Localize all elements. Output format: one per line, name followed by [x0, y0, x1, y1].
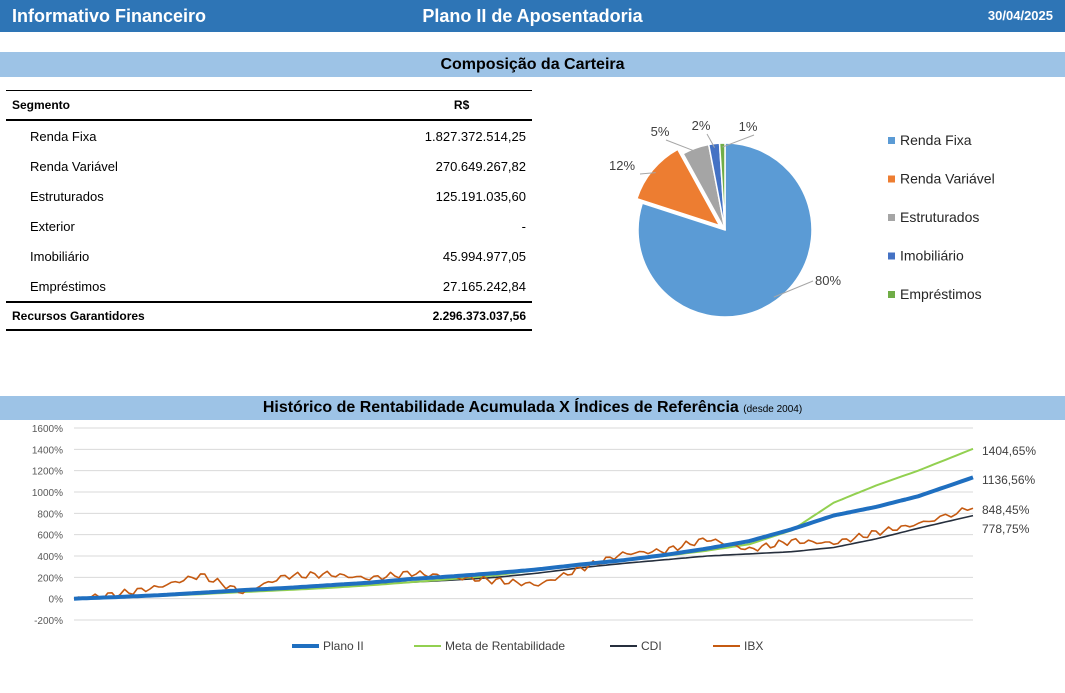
- table-row: Estruturados 125.191.035,60: [6, 181, 532, 211]
- pie-data-label: 5%: [651, 124, 670, 139]
- table-row: Empréstimos 27.165.242,84: [6, 271, 532, 302]
- y-tick-label: 600%: [37, 531, 63, 542]
- pie-leader-line: [706, 133, 716, 148]
- portfolio-table: Segmento R$ Renda Fixa 1.827.372.514,25 …: [6, 90, 532, 331]
- series-end-label: 848,45%: [982, 503, 1030, 517]
- legend-label: Meta de Rentabilidade: [445, 639, 565, 653]
- table-row: Imobiliário 45.994.977,05: [6, 241, 532, 271]
- legend-label: Empréstimos: [900, 286, 982, 302]
- series-line-meta-de-rentabilidade: [73, 447, 974, 600]
- segment-value: -: [521, 218, 526, 234]
- legend-label: Renda Fixa: [900, 132, 972, 148]
- y-tick-label: 0%: [49, 595, 64, 606]
- history-title: Histórico de Rentabilidade Acumulada X Í…: [262, 399, 739, 416]
- series-end-label: 1404,65%: [982, 444, 1036, 458]
- pie-leader-line: [639, 172, 656, 175]
- segment-name: Imobiliário: [30, 248, 90, 264]
- history-section-title: Histórico de Rentabilidade Acumulada X Í…: [0, 396, 1065, 420]
- portfolio-section-title: Composição da Carteira: [0, 52, 1065, 77]
- legend-swatch: [888, 291, 895, 298]
- pie-slice-emprestimos: [718, 142, 726, 231]
- column-header-value: R$: [272, 90, 532, 121]
- y-tick-label: 800%: [37, 509, 63, 520]
- y-tick-label: 1200%: [32, 467, 63, 478]
- segment-value: 45.994.977,05: [442, 248, 526, 264]
- legend-label: Imobiliário: [900, 248, 964, 264]
- y-tick-label: 400%: [37, 552, 63, 563]
- segment-name: Renda Fixa: [30, 128, 97, 144]
- legend-label: CDI: [641, 639, 662, 653]
- y-tick-label: -200%: [34, 616, 63, 627]
- pie-data-label: 2%: [692, 118, 711, 133]
- series-end-label: 1136,56%: [982, 473, 1035, 487]
- pie-data-label: 1%: [739, 119, 758, 134]
- pie-slice-renda-variavel: [635, 148, 722, 227]
- y-tick-label: 1000%: [32, 488, 63, 499]
- series-line-plano-ii: [73, 475, 974, 601]
- report-date: 30/04/2025: [987, 8, 1053, 23]
- y-tick-label: 200%: [37, 573, 63, 584]
- table-header-row: Segmento R$: [6, 90, 532, 121]
- legend-swatch: [888, 137, 895, 144]
- series-line-ibx: [73, 507, 974, 600]
- legend-swatch: [888, 175, 895, 183]
- legend-label: Estruturados: [900, 209, 979, 225]
- portfolio-pie-chart: 80% Renda Fixa 12% Renda Variável 5% Estrutur…: [609, 118, 995, 318]
- table-row: Exterior -: [6, 211, 532, 241]
- legend-label: Plano II: [323, 639, 364, 653]
- return-history-line-chart: -200% 0% 200% 400% 600% 800% 1000% 1200% 1400% 16…: [32, 424, 1037, 653]
- history-subtitle: (desde 2004): [743, 404, 803, 415]
- report-header: Informativo Financeiro Plano II de Apose…: [0, 0, 1065, 32]
- column-header-segment: Segmento: [6, 90, 273, 121]
- segment-name: Exterior: [30, 218, 75, 234]
- pie-leader-line: [665, 139, 698, 153]
- total-row: Recursos Garantidores 2.296.373.037,56: [6, 301, 532, 331]
- series-end-label: 778,75%: [982, 522, 1030, 536]
- legend-swatch: [888, 214, 895, 221]
- pie-leader-line: [773, 280, 814, 298]
- segment-value: 1.827.372.514,25: [424, 128, 526, 144]
- table-row: Renda Variável 270.649.267,82: [6, 151, 532, 181]
- segment-name: Estruturados: [30, 188, 104, 204]
- pie-data-label: 80%: [815, 273, 841, 288]
- legend-swatch: [888, 252, 895, 260]
- y-tick-label: 1600%: [32, 424, 63, 435]
- pie-data-label: 12%: [609, 158, 635, 173]
- legend-label: Renda Variável: [900, 171, 995, 187]
- segment-value: 27.165.242,84: [442, 278, 526, 294]
- y-tick-label: 1400%: [32, 445, 63, 456]
- total-label: Recursos Garantidores: [6, 301, 273, 331]
- legend-label: IBX: [744, 639, 763, 653]
- series-line-cdi: [73, 514, 974, 600]
- segment-name: Renda Variável: [30, 158, 118, 174]
- report-title: Informativo Financeiro: [12, 6, 207, 26]
- segment-name: Empréstimos: [30, 278, 106, 294]
- segment-value: 270.649.267,82: [435, 158, 526, 174]
- pie-leader-line: [722, 134, 755, 148]
- table-row: Renda Fixa 1.827.372.514,25: [6, 120, 532, 151]
- total-value: 2.296.373.037,56: [272, 301, 532, 331]
- segment-value: 125.191.035,60: [435, 188, 526, 204]
